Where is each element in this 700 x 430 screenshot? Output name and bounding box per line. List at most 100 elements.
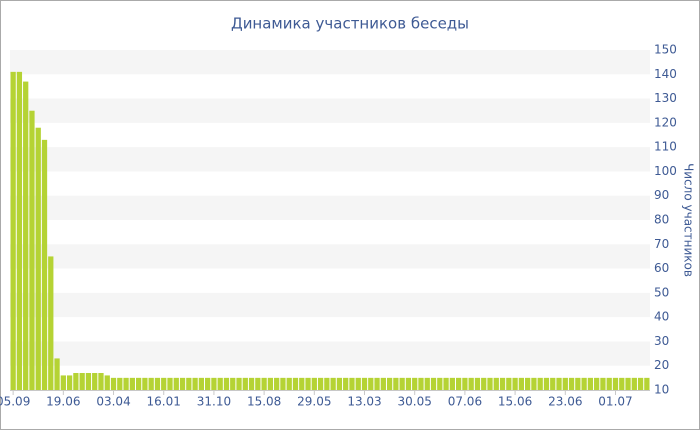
bar — [537, 377, 543, 390]
y-tick-label: 60 — [654, 261, 669, 275]
bar — [23, 81, 29, 391]
bar — [104, 375, 110, 390]
bar — [186, 377, 192, 390]
grid-band — [10, 292, 650, 318]
bar — [531, 377, 537, 390]
bar — [493, 377, 499, 390]
bar — [35, 127, 41, 390]
bar — [48, 256, 54, 390]
bar — [217, 377, 223, 390]
bar — [167, 377, 173, 390]
bar — [73, 373, 79, 390]
y-tick-label: 120 — [654, 115, 677, 129]
x-tick-label: 07.06 — [448, 395, 482, 409]
bar — [637, 377, 644, 390]
bar — [129, 377, 135, 390]
bar — [606, 377, 612, 390]
bar — [223, 377, 230, 390]
bar — [562, 377, 568, 390]
bar — [173, 377, 179, 390]
bar — [317, 377, 324, 390]
bar — [418, 377, 424, 390]
y-tick-label: 110 — [654, 140, 677, 154]
bar — [355, 377, 361, 390]
x-tick-label: 01.07 — [598, 395, 632, 409]
bar — [330, 377, 336, 390]
bar — [374, 377, 380, 390]
bar — [568, 377, 575, 390]
bar — [631, 377, 637, 390]
bar — [205, 377, 211, 390]
x-tick-label: 05.09 — [0, 395, 30, 409]
bar — [343, 377, 349, 390]
bar — [462, 377, 468, 390]
bar — [443, 377, 449, 390]
bar — [525, 377, 531, 390]
bar — [142, 377, 148, 390]
y-tick-label: 130 — [654, 91, 677, 105]
grid-band — [10, 341, 650, 366]
bar — [575, 377, 581, 390]
bar — [612, 377, 619, 390]
bar — [236, 377, 242, 390]
x-tick-label: 13.03 — [347, 395, 381, 409]
y-tick-label: 90 — [654, 188, 669, 202]
x-tick-label: 15.08 — [247, 395, 281, 409]
bar — [198, 377, 205, 390]
grid-band — [10, 50, 650, 75]
bar — [324, 377, 330, 390]
bar — [179, 377, 186, 390]
bar — [594, 377, 600, 390]
y-tick-label: 70 — [654, 237, 669, 251]
bar — [619, 377, 625, 390]
bar — [154, 377, 161, 390]
bar — [117, 377, 123, 390]
y-tick-label: 100 — [654, 164, 677, 178]
bar — [211, 377, 217, 390]
bar — [512, 377, 518, 390]
y-axis-title: Число участников — [682, 163, 696, 277]
bar — [54, 358, 60, 390]
x-tick-label: 16.01 — [147, 395, 181, 409]
bar — [92, 373, 98, 390]
bar — [581, 377, 587, 390]
y-tick-label: 20 — [654, 358, 669, 372]
bar — [255, 377, 261, 390]
y-tick-label: 80 — [654, 213, 669, 227]
bar — [60, 375, 66, 390]
x-tick-label: 15.06 — [498, 395, 532, 409]
bar — [449, 377, 455, 390]
bar — [16, 71, 23, 390]
bar — [399, 377, 405, 390]
bar — [230, 377, 236, 390]
bar — [487, 377, 493, 390]
bar — [192, 377, 198, 390]
bar — [299, 377, 305, 390]
grid-band — [10, 244, 650, 269]
bar — [393, 377, 399, 390]
bar — [336, 377, 343, 390]
bar — [305, 377, 311, 390]
x-tick-label: 03.04 — [96, 395, 130, 409]
bar — [481, 377, 487, 390]
bar — [292, 377, 299, 390]
bar — [361, 377, 368, 390]
y-tick-label: 140 — [654, 67, 677, 81]
grid-band — [10, 98, 650, 123]
bar — [280, 377, 286, 390]
bar — [506, 377, 512, 390]
bar — [437, 377, 443, 390]
bar — [98, 373, 104, 390]
x-tick-label: 30.05 — [398, 395, 432, 409]
bar — [85, 373, 92, 390]
x-tick-label: 31.10 — [197, 395, 231, 409]
bar — [550, 377, 556, 390]
bar — [274, 377, 280, 390]
bar — [644, 377, 650, 390]
grid-band — [10, 195, 650, 220]
bar — [543, 377, 550, 390]
bar — [311, 377, 317, 390]
bar — [455, 377, 462, 390]
bar — [29, 110, 35, 390]
